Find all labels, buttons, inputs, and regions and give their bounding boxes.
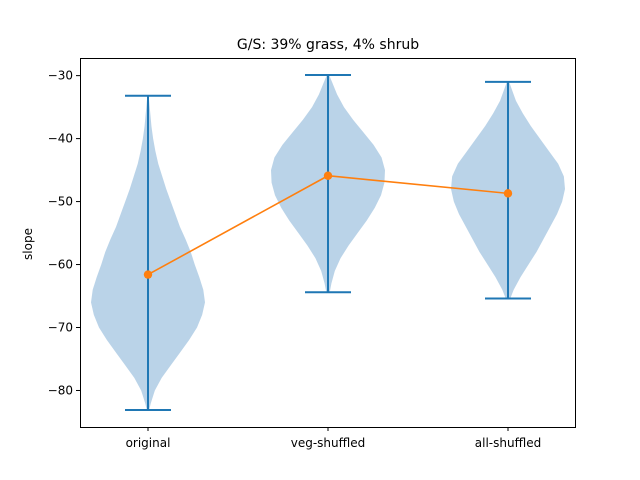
y-tick-label: −60 [48,258,73,272]
y-tick-label: −80 [48,383,73,397]
plot-area [91,74,565,411]
x-tick-label-veg-shuffled: veg-shuffled [291,436,366,450]
mean-point-original [143,270,153,279]
axes: −30 −40 −50 −60 −70 −80 original veg-shuffled al… [48,69,542,450]
y-axis-label: slope [21,228,35,260]
y-tick-label: −30 [48,69,73,83]
y-tick-label: −50 [48,195,73,209]
y-tick-label: −70 [48,321,73,335]
x-tick-label-original: original [126,436,171,450]
mean-point-all-shuffled [503,189,513,198]
y-tick-label: −40 [48,132,73,146]
mean-point-veg-shuffled [323,171,333,180]
chart-title: G/S: 39% grass, 4% shrub [237,37,419,53]
x-tick-label-all-shuffled: all-shuffled [475,436,541,450]
